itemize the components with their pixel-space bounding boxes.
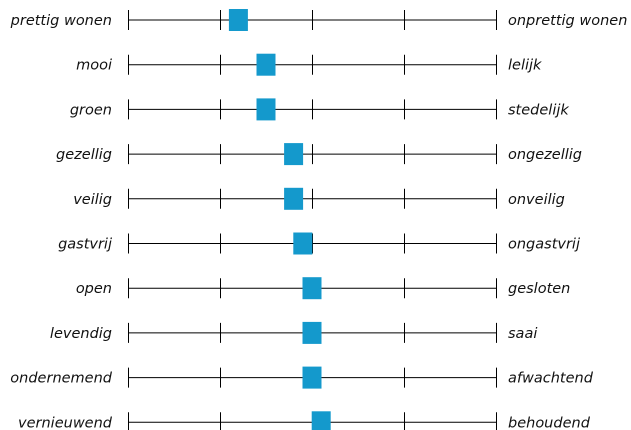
value-marker	[256, 98, 276, 121]
right-pole-label: saai	[508, 326, 537, 342]
chart-row: levendig saai	[50, 321, 537, 344]
left-pole-label: gastvrij	[58, 237, 113, 253]
chart-row: groen stedelijk	[70, 98, 569, 121]
value-marker	[311, 411, 331, 430]
value-marker	[228, 9, 248, 31]
value-marker	[302, 366, 322, 389]
value-marker	[293, 232, 313, 255]
chart-row: gastvrij ongastvrij	[58, 232, 581, 255]
right-pole-label: onprettig wonen	[508, 13, 627, 29]
right-pole-label: gesloten	[508, 281, 570, 297]
left-pole-label: vernieuwend	[18, 415, 113, 430]
chart-row: prettig wonen onprettig wonen	[10, 9, 627, 31]
right-pole-label: onveilig	[508, 192, 565, 208]
right-pole-label: stedelijk	[508, 102, 569, 118]
right-pole-label: ongezellig	[508, 147, 582, 163]
chart-row: open gesloten	[76, 277, 570, 300]
left-pole-label: levendig	[50, 326, 112, 342]
value-marker	[284, 187, 304, 210]
left-pole-label: ondernemend	[10, 371, 112, 387]
value-marker	[302, 277, 322, 300]
left-pole-label: mooi	[76, 58, 112, 74]
left-pole-label: veilig	[73, 192, 112, 208]
right-pole-label: behoudend	[508, 415, 591, 430]
chart-row: mooi lelijk	[76, 53, 542, 76]
value-marker	[284, 143, 304, 166]
chart-row: gezellig ongezellig	[56, 143, 582, 166]
right-pole-label: lelijk	[508, 58, 542, 74]
left-pole-label: gezellig	[56, 147, 112, 163]
value-marker	[256, 53, 276, 76]
left-pole-label: open	[76, 281, 112, 297]
value-marker	[302, 321, 322, 344]
left-pole-label: prettig wonen	[10, 13, 112, 29]
chart-row: vernieuwend behoudend	[18, 411, 591, 430]
chart-row: veilig onveilig	[73, 187, 565, 210]
right-pole-label: afwachtend	[508, 371, 594, 387]
right-pole-label: ongastvrij	[508, 237, 581, 253]
left-pole-label: groen	[70, 102, 112, 118]
chart-row: ondernemend afwachtend	[10, 366, 594, 389]
